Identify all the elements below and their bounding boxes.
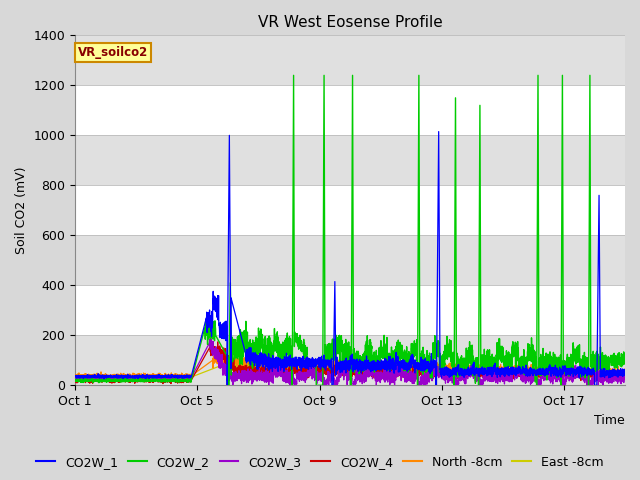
Bar — [75, 135, 625, 185]
Title: VR West Eosense Profile: VR West Eosense Profile — [258, 15, 442, 30]
Bar — [75, 36, 625, 85]
Text: VR_soilco2: VR_soilco2 — [78, 46, 148, 59]
Legend: CO2W_1, CO2W_2, CO2W_3, CO2W_4, North -8cm, East -8cm: CO2W_1, CO2W_2, CO2W_3, CO2W_4, North -8… — [31, 451, 609, 474]
Bar — [75, 235, 625, 285]
Bar — [75, 336, 625, 385]
X-axis label: Time: Time — [595, 414, 625, 427]
Y-axis label: Soil CO2 (mV): Soil CO2 (mV) — [15, 167, 28, 254]
